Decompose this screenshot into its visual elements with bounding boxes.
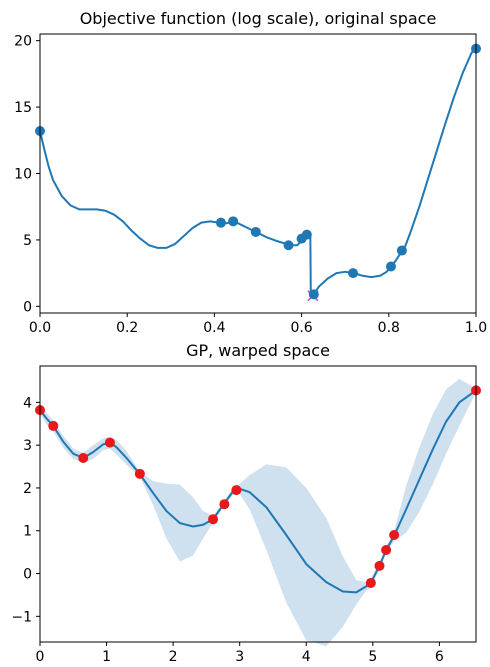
objective-x-ticks: 0.0 0.2 0.4 0.6 0.8 1.0 (29, 313, 487, 336)
objective-title: Objective function (log scale), original… (80, 9, 437, 28)
objective-sample-point (308, 289, 319, 300)
gp-observation-point (381, 545, 392, 555)
gp-observation-point (389, 530, 400, 541)
objective-axes-frame (39, 33, 477, 314)
gp-x-tick-label: 1 (102, 649, 111, 665)
objective-y-tick-label: 0 (23, 299, 32, 315)
objective-x-tick-label: 0.2 (116, 320, 138, 336)
objective-x-tick-label: 0.0 (29, 320, 51, 336)
gp-x-tick-label: 3 (235, 649, 244, 665)
objective-curve (39, 47, 477, 296)
objective-sample-point (250, 226, 261, 237)
gp-y-tick-label: 2 (23, 481, 32, 497)
gp-y-tick-label: −1 (11, 609, 32, 625)
gp-y-ticks: −1 0 1 2 3 4 (11, 395, 40, 625)
gp-observation-point (48, 420, 59, 431)
objective-x-tick-label: 0.6 (290, 320, 312, 336)
gp-observation-point (365, 577, 376, 588)
gp-x-tick-label: 0 (36, 649, 45, 665)
objective-sample-point (228, 216, 239, 227)
objective-sample-point (215, 217, 226, 228)
gp-confidence-band (40, 378, 476, 647)
objective-y-tick-label: 5 (23, 233, 32, 249)
gp-y-tick-label: 3 (23, 438, 32, 454)
objective-panel: Objective function (log scale), original… (14, 9, 487, 336)
gp-y-tick-label: 1 (23, 524, 32, 540)
objective-sample-point (396, 245, 407, 256)
objective-sample-point (348, 268, 359, 279)
gp-axes-frame (39, 365, 477, 643)
objective-x-tick-label: 0.8 (378, 320, 400, 336)
objective-y-tick-label: 15 (14, 100, 32, 116)
gp-x-tick-label: 5 (368, 649, 377, 665)
gp-title: GP, warped space (186, 341, 330, 360)
objective-y-tick-label: 10 (14, 167, 32, 183)
objective-sample-point (301, 229, 312, 240)
objective-y-tick-label: 20 (14, 34, 32, 50)
gp-x-tick-label: 2 (169, 649, 178, 665)
gp-x-tick-label: 4 (302, 649, 311, 665)
gp-panel: GP, warped space 0 1 2 3 4 5 6 −1 0 1 2 3 4 (11, 341, 481, 665)
objective-y-ticks: 0 5 10 15 20 (14, 34, 40, 315)
gp-observation-point (104, 437, 115, 448)
objective-plot-area (35, 43, 481, 302)
objective-sample-point (283, 240, 294, 251)
gp-observation-point (374, 560, 385, 571)
gp-y-tick-label: 4 (23, 395, 32, 411)
gp-x-tick-label: 6 (435, 649, 444, 665)
gp-x-ticks: 0 1 2 3 4 5 6 (36, 642, 444, 665)
gp-y-tick-label: 0 (23, 567, 32, 583)
gp-observation-point (134, 468, 145, 479)
gp-observation-point (219, 499, 230, 510)
gp-plot-area (35, 378, 481, 647)
gp-observation-point (231, 485, 242, 496)
gp-observation-point (208, 514, 219, 525)
objective-sample-point (385, 261, 396, 272)
gp-observation-point (78, 453, 89, 463)
objective-x-tick-label: 1.0 (465, 320, 487, 336)
objective-x-tick-label: 0.4 (203, 320, 225, 336)
